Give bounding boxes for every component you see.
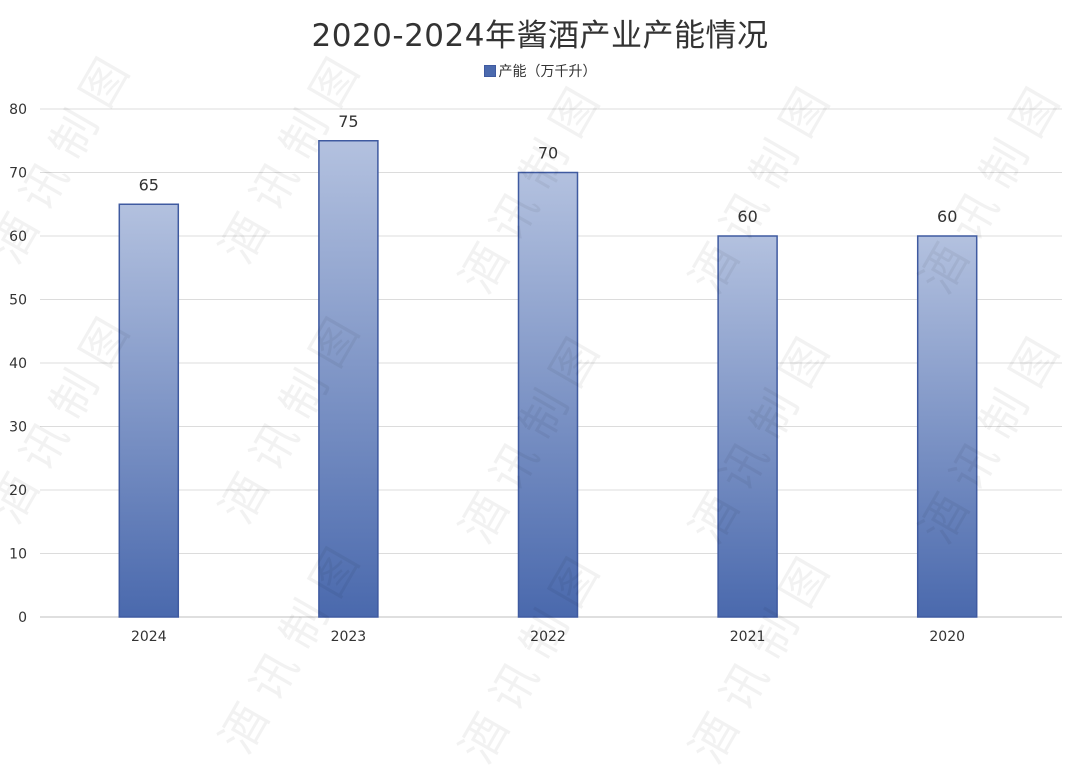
y-tick-label: 0 (18, 610, 27, 626)
y-tick-label: 60 (9, 229, 27, 245)
bar-2021 (717, 235, 778, 618)
x-tick-label-2022: 2022 (530, 629, 566, 645)
y-tick-label: 50 (9, 293, 27, 309)
legend-label: 产能（万千升） (498, 64, 597, 80)
data-label-2021: 60 (737, 207, 757, 226)
bar-2023 (318, 140, 379, 618)
chart-title: 2020-2024年酱酒产业产能情况 (311, 18, 769, 54)
data-label-2020: 60 (937, 207, 957, 226)
bar-2022 (517, 171, 579, 618)
y-tick-label: 10 (9, 547, 27, 563)
bar-2020 (916, 235, 978, 618)
legend: 产能（万千升） (0, 61, 1080, 81)
legend-swatch (483, 65, 496, 77)
y-tick-label: 40 (9, 356, 27, 372)
data-labels: 65 75 70 60 60 (139, 112, 958, 226)
y-tick-label: 80 (9, 102, 27, 118)
x-axis-ticks: 2024 2023 2022 2021 2020 (131, 629, 965, 645)
x-tick-label-2021: 2021 (730, 629, 766, 645)
bar-2024 (118, 203, 180, 618)
data-label-2023: 75 (338, 112, 358, 131)
y-tick-label: 30 (9, 420, 27, 436)
y-tick-label: 70 (9, 166, 27, 182)
y-tick-label: 20 (9, 483, 27, 499)
data-label-2022: 70 (538, 144, 558, 163)
data-label-2024: 65 (139, 175, 159, 194)
x-tick-label-2024: 2024 (131, 629, 167, 645)
bars (118, 140, 978, 618)
x-tick-label-2023: 2023 (331, 629, 367, 645)
x-tick-label-2020: 2020 (929, 629, 965, 645)
y-axis-ticks: 0 10 20 30 40 50 60 70 80 (9, 102, 27, 626)
